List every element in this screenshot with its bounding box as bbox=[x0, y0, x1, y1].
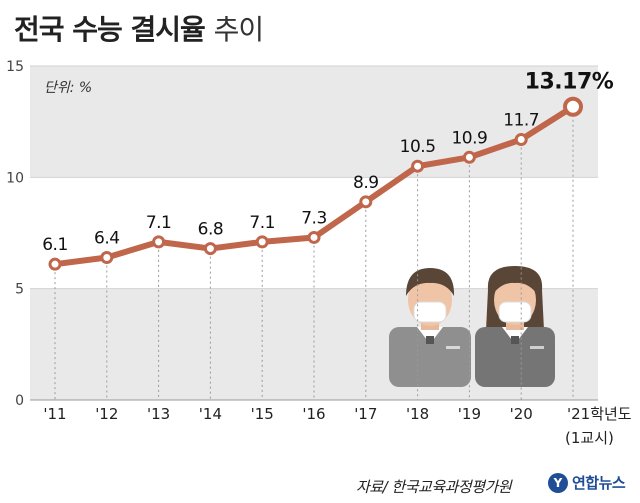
data-point-3 bbox=[203, 242, 217, 256]
y-tick-5: 5 bbox=[15, 282, 24, 298]
unit-label: 단위: % bbox=[44, 80, 92, 96]
data-label-6: 8.9 bbox=[353, 173, 379, 193]
y-tick-0: 0 bbox=[15, 393, 24, 409]
source-note: 자료/ 한국교육과정평가원 bbox=[356, 478, 512, 496]
data-point-2 bbox=[152, 235, 166, 249]
x-tick-5: '16 bbox=[302, 405, 325, 423]
drop-lines bbox=[54, 114, 574, 400]
students-illustration bbox=[389, 266, 555, 387]
data-point-4 bbox=[255, 235, 269, 249]
x-tick-1: '12 bbox=[95, 405, 118, 423]
x-tick-9: '20 bbox=[510, 405, 533, 423]
data-label-10: 13.17% bbox=[525, 70, 614, 95]
data-label-4: 7.1 bbox=[249, 213, 275, 233]
band-10-15 bbox=[30, 66, 598, 178]
female-student-icon bbox=[475, 266, 555, 387]
data-point-5 bbox=[307, 230, 321, 244]
data-label-0: 6.1 bbox=[42, 235, 68, 255]
x-tick-4: '15 bbox=[251, 405, 274, 423]
x-tick-8: '19 bbox=[458, 405, 481, 423]
data-point-10 bbox=[563, 96, 583, 117]
x-tick-6: '17 bbox=[354, 405, 377, 423]
data-points bbox=[48, 96, 583, 271]
data-label-5: 7.3 bbox=[301, 208, 327, 228]
chart-title-main: 전국 수능 결시율 bbox=[14, 13, 206, 46]
publisher-logo: Y 연합뉴스 bbox=[548, 472, 626, 493]
data-point-9 bbox=[514, 132, 528, 146]
yonhap-logo-icon: Y bbox=[548, 472, 568, 493]
data-point-6 bbox=[359, 195, 373, 209]
y-tick-15: 15 bbox=[6, 59, 24, 75]
data-label-1: 6.4 bbox=[94, 228, 120, 248]
data-labels: 6.1 6.4 7.1 6.8 7.1 7.3 8.9 10.5 10.9 11.7 13.17% bbox=[42, 70, 614, 255]
chart-title-sub: 추이 bbox=[213, 13, 265, 46]
x-tick-3: '14 bbox=[199, 405, 222, 423]
x-axis-ticks: '11 '12 '13 '14 '15 '16 '17 '18 '19 '20 '21학년도 (1교시… bbox=[43, 405, 631, 447]
male-student-icon bbox=[389, 268, 471, 387]
x-tick-2: '13 bbox=[147, 405, 170, 423]
x-tick-7: '18 bbox=[406, 405, 429, 423]
publisher-name: 연합뉴스 bbox=[572, 474, 626, 492]
data-point-0 bbox=[48, 257, 62, 271]
data-point-7 bbox=[411, 159, 425, 173]
data-point-1 bbox=[100, 250, 114, 264]
x-tick-note: (1교시) bbox=[565, 429, 614, 447]
data-label-2: 7.1 bbox=[146, 213, 172, 233]
data-label-7: 10.5 bbox=[400, 137, 436, 157]
data-label-3: 6.8 bbox=[198, 220, 224, 240]
x-tick-10: '21학년도 bbox=[567, 405, 632, 423]
data-point-8 bbox=[462, 150, 476, 164]
data-label-8: 10.9 bbox=[451, 128, 487, 148]
y-axis-ticks: 0 5 10 15 bbox=[6, 59, 24, 409]
chart-title: 전국 수능 결시율 추이 bbox=[14, 8, 265, 48]
x-tick-0: '11 bbox=[43, 405, 66, 423]
data-label-9: 11.7 bbox=[503, 110, 539, 130]
y-tick-10: 10 bbox=[6, 170, 24, 186]
